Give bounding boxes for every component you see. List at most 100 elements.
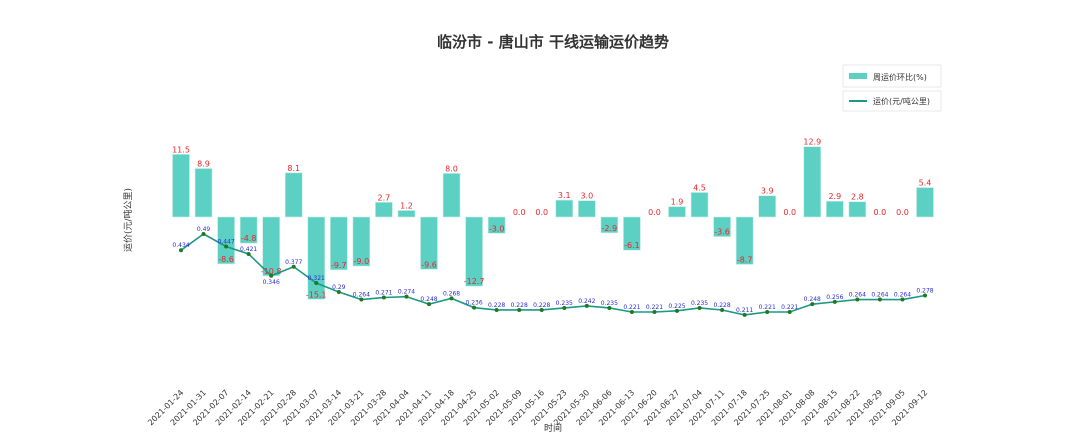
bar [330,216,348,271]
price-point [900,297,905,302]
bar-value-label: 0.0 [648,208,661,217]
price-point-label: 0.235 [601,300,618,307]
bar [465,216,483,287]
bar-value-label: 8.1 [287,164,300,173]
price-point-label: 0.274 [398,289,415,296]
bar-value-label: 4.5 [693,183,706,192]
price-point-label: 0.228 [511,302,528,309]
bar [172,154,190,218]
bar-value-label: -15.1 [306,290,327,299]
bar-value-label: 3.0 [580,192,593,201]
bar [375,201,393,218]
bar [758,195,776,218]
bar-value-label: -2.9 [602,224,618,233]
price-point [765,310,770,315]
y-axis-label: 运价(元/吨公里) [122,188,134,252]
price-point-label: 0.421 [240,246,257,253]
bar-value-label: -12.7 [464,277,485,286]
price-point [314,281,319,286]
price-point-label: 0.264 [894,292,911,299]
bar [623,216,641,251]
bar-value-label: -9.0 [354,257,370,266]
price-point-label: 0.211 [736,307,753,314]
bar-value-label: -3.6 [714,228,730,237]
bar-value-label: 0.0 [513,208,526,217]
price-line-layer: 0.434 0.49 0.447 0.421 0.346 0.377 0.321 0.29 0.… [172,226,934,317]
bar-value-label: -9.7 [331,261,347,270]
bar [487,216,506,234]
price-point [404,294,409,299]
price-point [359,297,364,302]
bar-value-label: 3.9 [761,187,774,196]
price-point-label: 0.447 [217,238,234,245]
bar [397,210,416,218]
legend-box-line [842,90,942,112]
price-point-label: 0.264 [353,292,370,299]
price-point [562,305,567,310]
price-point-label: 0.346 [263,279,280,286]
price-point-label: 0.221 [759,304,776,311]
price-point [923,293,927,298]
bar-value-label: -8.7 [737,255,753,264]
price-point [539,307,544,312]
bar-value-label: 0.0 [535,208,548,217]
bar-value-label: -3.0 [489,224,505,233]
price-point [246,252,251,257]
price-point [517,307,522,312]
price-point-label: 0.235 [691,300,708,307]
bar [217,216,235,265]
price-point-label: 0.278 [916,287,933,294]
price-point [584,303,589,308]
bar [307,216,326,300]
bar-labels: 11.5 8.9 -8.6 -4.8 -10.8 8.1 -15.1 -9.7 -9.0 2.7 1… [172,138,931,300]
price-point-label: 0.264 [871,292,888,299]
bar-value-label: -4.8 [241,234,257,243]
price-point-label: 0.221 [781,304,798,311]
price-point [697,305,702,310]
price-point-label: 0.225 [668,303,685,310]
price-point-label: 0.228 [713,302,730,309]
price-point-label: 0.268 [443,290,460,297]
bar-value-label: 5.4 [919,179,932,188]
legend-swatch-bar [849,73,867,79]
bars [172,146,934,300]
price-point-label: 0.228 [533,302,550,309]
price-point [291,264,296,269]
bar-value-label: 8.0 [445,164,458,173]
bar [239,216,258,244]
price-point-label: 0.264 [849,292,866,299]
bar-value-label: 2.7 [378,193,391,202]
price-point [179,248,183,253]
legend: 周运价环比(%) 运价(元/吨公里) [842,64,942,112]
bar-value-label: 1.9 [671,198,684,207]
price-point-label: 0.228 [488,302,505,309]
price-point [494,307,499,312]
legend-label-bar: 周运价环比(%) [873,72,927,82]
price-point [832,299,837,304]
bar [555,199,574,218]
price-point-label: 0.49 [197,226,211,233]
bar [803,146,822,218]
price-point [449,296,454,301]
price-point [269,273,274,278]
bar [848,201,867,218]
price-point-label: 0.221 [623,304,640,311]
price-point-label: 0.321 [308,275,325,282]
bar [690,192,709,218]
bar [420,216,438,270]
price-point-label: 0.242 [578,298,595,305]
bar [826,200,844,218]
price-point [675,308,679,313]
price-point-label: 0.434 [172,242,189,249]
bar-value-label: 2.9 [828,192,841,201]
x-axis-label: 时间 [544,422,562,432]
x-ticks: 2021-01-242021-01-312021-02-072021-02-14… [146,388,929,427]
price-point [855,297,860,302]
bar [442,173,461,218]
price-point [810,302,815,307]
bar [352,216,371,267]
bar-value-label: 12.9 [803,138,821,147]
chart-title: 临汾市 - 唐山市 干线运输运价趋势 [437,33,669,51]
bar [668,206,686,218]
